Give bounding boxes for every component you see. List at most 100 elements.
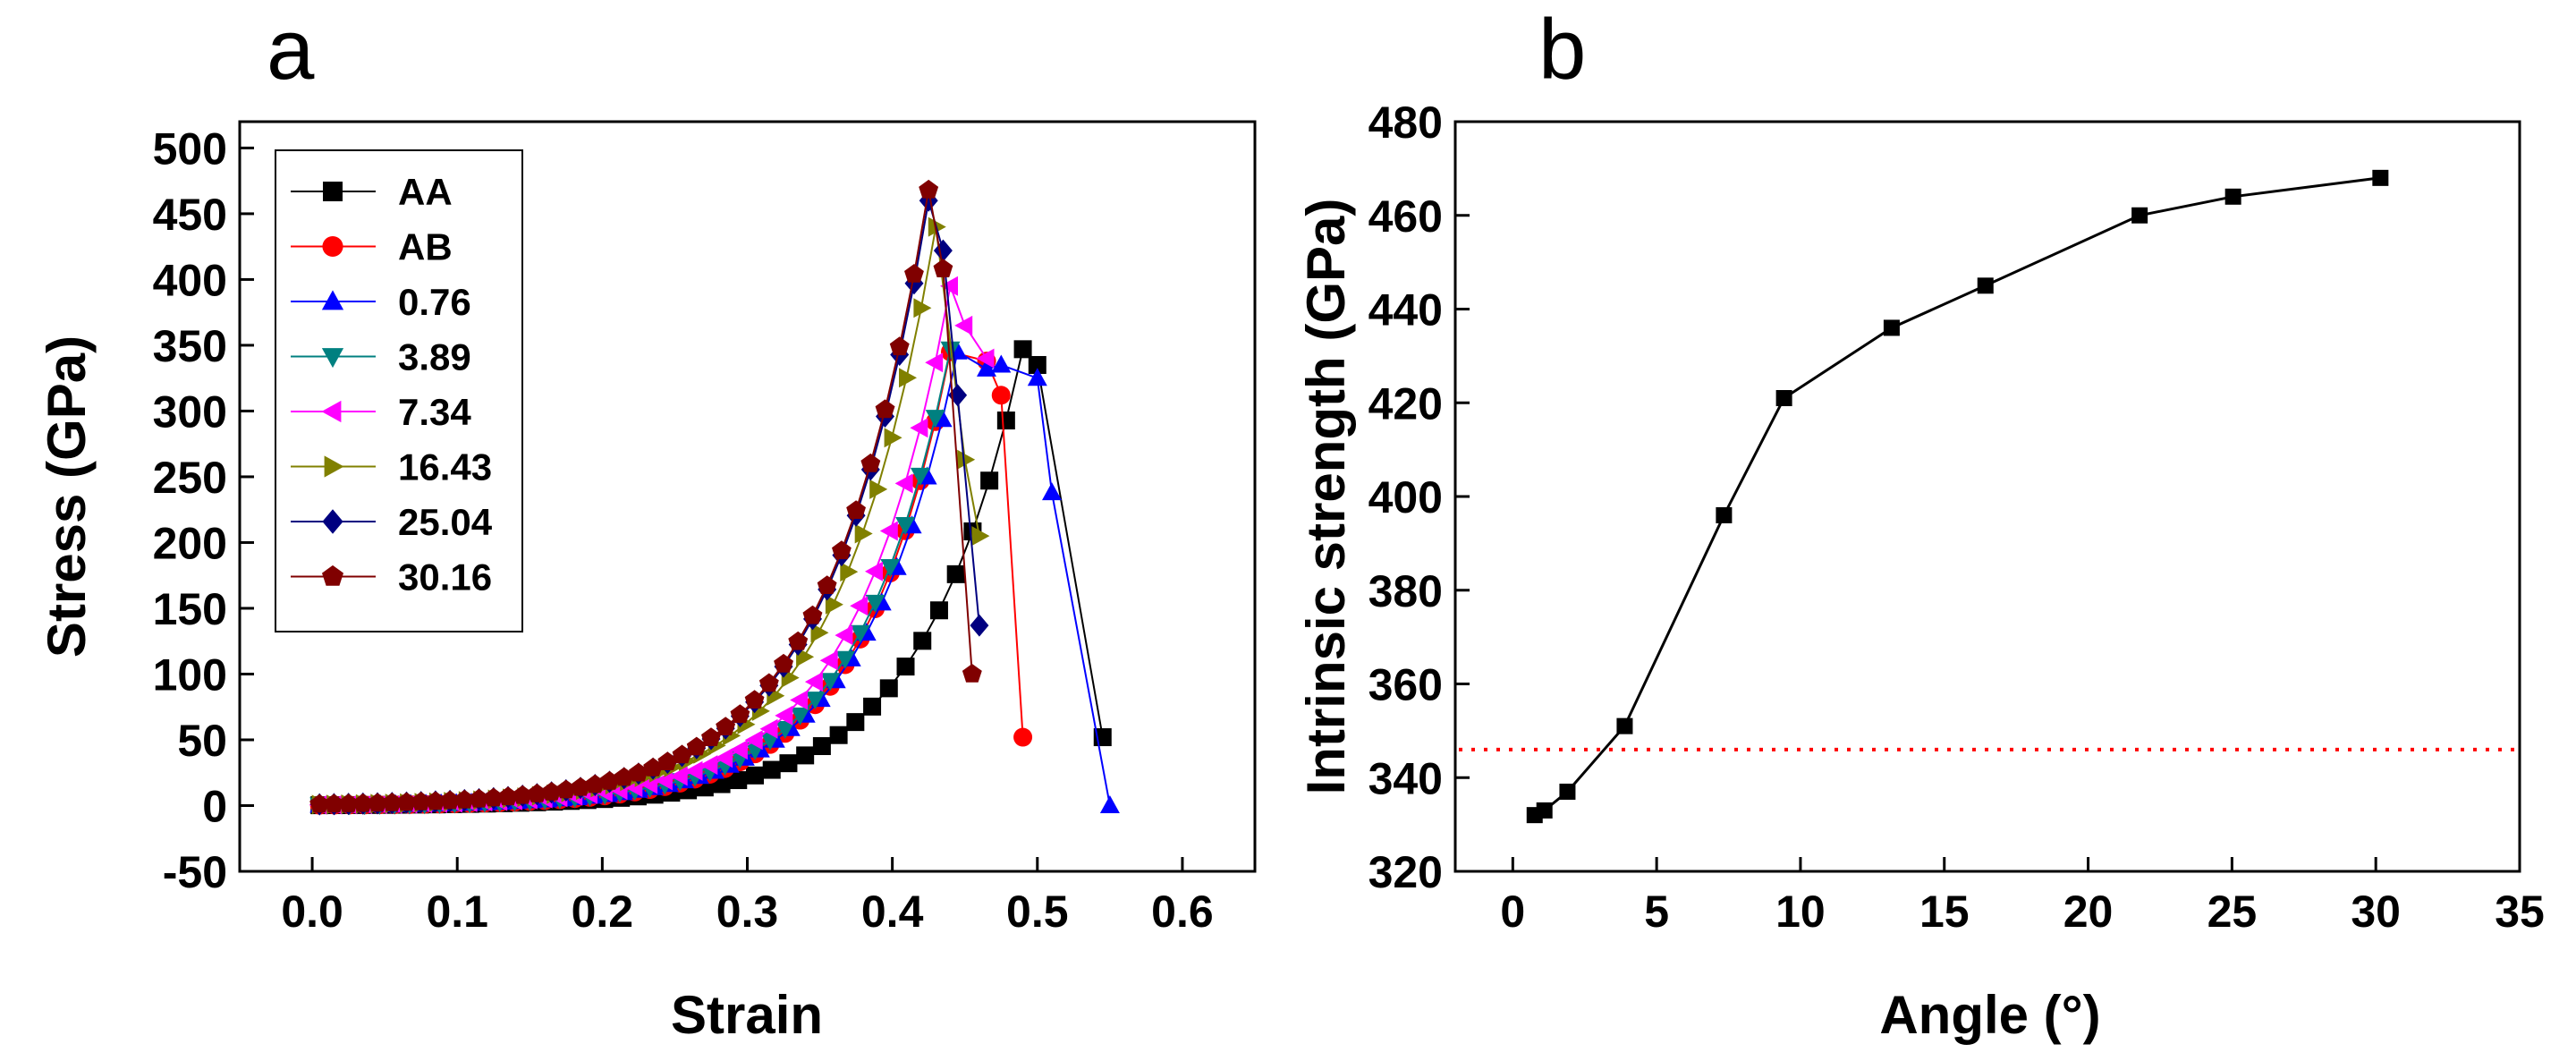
data-point (880, 559, 901, 577)
data-point (779, 754, 798, 773)
data-point (835, 625, 853, 646)
y-tick-label: 420 (1368, 378, 1443, 429)
legend-marker (322, 509, 343, 534)
data-point (896, 658, 915, 676)
data-point (469, 788, 489, 808)
legend-label: 30.16 (398, 556, 492, 598)
chart-b-marks (1459, 169, 2516, 824)
data-point (396, 792, 417, 811)
data-point (1028, 355, 1046, 374)
data-point (1042, 482, 1062, 501)
y-tick-label: 400 (1368, 472, 1443, 522)
data-point (2131, 207, 2148, 224)
y-tick-label: 150 (153, 584, 227, 634)
data-point (1559, 783, 1576, 800)
y-tick-label: 380 (1368, 566, 1443, 616)
x-tick-label: 20 (2063, 887, 2114, 937)
y-tick-label: 400 (153, 255, 227, 305)
y-tick-label: 350 (153, 321, 227, 371)
x-tick-label: 0.4 (861, 887, 924, 937)
x-tick-label: 35 (2495, 887, 2545, 937)
data-point (850, 596, 869, 616)
y-tick-label: 360 (1368, 660, 1443, 710)
data-point (309, 794, 330, 813)
data-point (730, 704, 750, 724)
y-tick-label: 100 (153, 649, 227, 700)
data-point (913, 632, 932, 650)
data-point (643, 757, 663, 777)
data-point (324, 794, 344, 813)
data-point (884, 428, 902, 448)
data-point (744, 690, 765, 709)
data-point (762, 760, 781, 779)
panel-label-b: b (1538, 2, 1586, 98)
x-tick-label: 25 (2207, 887, 2258, 937)
data-point (812, 737, 831, 756)
data-point (913, 298, 932, 318)
x-tick-label: 0.2 (572, 887, 634, 937)
data-point (527, 784, 547, 802)
chart-a-ticks: 0.0 0.1 0.2 0.3 0.4 0.5 0.6 -50 0 50 100 150 200 250 3… (153, 123, 1214, 937)
legend-marker (322, 564, 343, 586)
data-point (368, 793, 387, 812)
data-point (382, 793, 402, 811)
x-tick-label: 0.6 (1151, 887, 1214, 937)
data-point (835, 650, 855, 669)
data-point (996, 412, 1015, 430)
data-point (1883, 319, 1900, 336)
data-point (977, 358, 996, 377)
data-point (729, 740, 748, 760)
chart-b-frame (1453, 120, 2521, 873)
chart-a-legend: AA AB 0.76 3.89 7.34 16.43 25.04 30.16 (275, 149, 523, 632)
data-point (840, 562, 859, 582)
y-tick-label: 460 (1368, 191, 1443, 242)
data-point (929, 601, 948, 620)
x-tick-label: 0 (1500, 887, 1525, 937)
data-point (865, 561, 883, 581)
data-point (788, 631, 809, 650)
x-tick-label: 5 (1644, 887, 1669, 937)
data-point (805, 692, 826, 710)
data-point (672, 744, 692, 764)
data-point (865, 594, 886, 613)
data-point (869, 479, 888, 499)
data-point (715, 748, 733, 768)
data-point (2372, 169, 2389, 186)
data-point (863, 697, 882, 716)
data-point (513, 785, 533, 804)
data-point (846, 500, 866, 519)
data-point (970, 614, 989, 637)
data-point (940, 341, 961, 360)
data-point (796, 746, 815, 765)
data-point (832, 540, 852, 560)
y-tick-label: -50 (163, 847, 227, 897)
data-point (991, 354, 1012, 373)
data-point (1027, 368, 1047, 386)
data-point (991, 386, 1011, 405)
data-point (819, 650, 838, 671)
data-point (614, 767, 634, 786)
legend-marker (321, 290, 344, 310)
data-point (729, 771, 748, 790)
data-point (810, 623, 829, 643)
data-point (895, 517, 916, 535)
y-tick-label: 50 (177, 716, 227, 766)
y-tick-label: 300 (153, 386, 227, 437)
data-point (910, 467, 930, 486)
data-point (940, 276, 958, 296)
data-point (426, 791, 445, 811)
legend-label: 3.89 (398, 336, 471, 378)
y-tick-label: 200 (153, 518, 227, 568)
data-point (875, 399, 895, 419)
chart-b-ylabel: Intrinsic strength (GPa) (1296, 199, 1356, 795)
data-point (2224, 188, 2241, 205)
chart-a-marks (309, 179, 1120, 816)
data-point (829, 726, 848, 744)
data-point (454, 789, 475, 809)
data-point (976, 348, 995, 369)
chart-b: 0 5 10 15 20 25 30 35 320 340 360 380 400 420 440 460 48… (1296, 98, 2545, 1045)
data-point (699, 755, 718, 776)
data-point (599, 770, 620, 790)
legend-marker (322, 235, 343, 258)
data-point (701, 727, 721, 746)
